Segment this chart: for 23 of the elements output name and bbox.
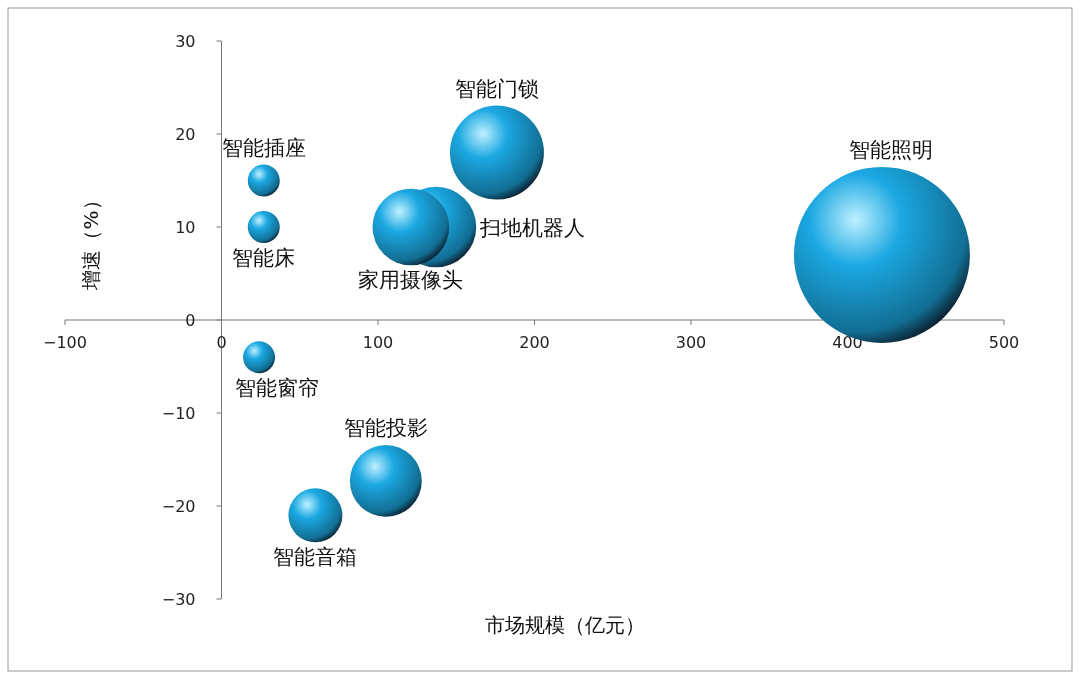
series-label: 智能床 bbox=[232, 245, 296, 270]
series-label: 智能窗帘 bbox=[235, 376, 320, 401]
x-tick-label: 300 bbox=[675, 333, 707, 352]
series-label: 智能插座 bbox=[221, 135, 306, 160]
y-tick-label: −10 bbox=[161, 404, 196, 423]
y-tick-label: 20 bbox=[175, 125, 196, 144]
y-tick-label: 10 bbox=[175, 218, 196, 237]
y-tick-label: 30 bbox=[175, 32, 196, 51]
series-label: 智能照明 bbox=[848, 137, 933, 162]
x-tick-label: 200 bbox=[519, 333, 550, 352]
y-tick-label: −30 bbox=[161, 590, 196, 609]
x-tick-label: −100 bbox=[43, 333, 87, 352]
y-tick-label: −20 bbox=[161, 497, 196, 516]
series-label: 智能音箱 bbox=[273, 545, 358, 570]
y-axis-title: 增速（%） bbox=[79, 190, 103, 291]
series-label: 扫地机器人 bbox=[479, 216, 586, 240]
series-label: 智能投影 bbox=[343, 415, 428, 440]
series-label: 家用摄像头 bbox=[358, 268, 464, 293]
series-label: 智能门锁 bbox=[454, 76, 539, 101]
x-axis-title: 市场规模（亿元） bbox=[484, 613, 645, 637]
x-tick-label: 100 bbox=[362, 333, 394, 352]
x-tick-label: 500 bbox=[988, 333, 1020, 352]
y-tick-label: 0 bbox=[185, 311, 196, 330]
